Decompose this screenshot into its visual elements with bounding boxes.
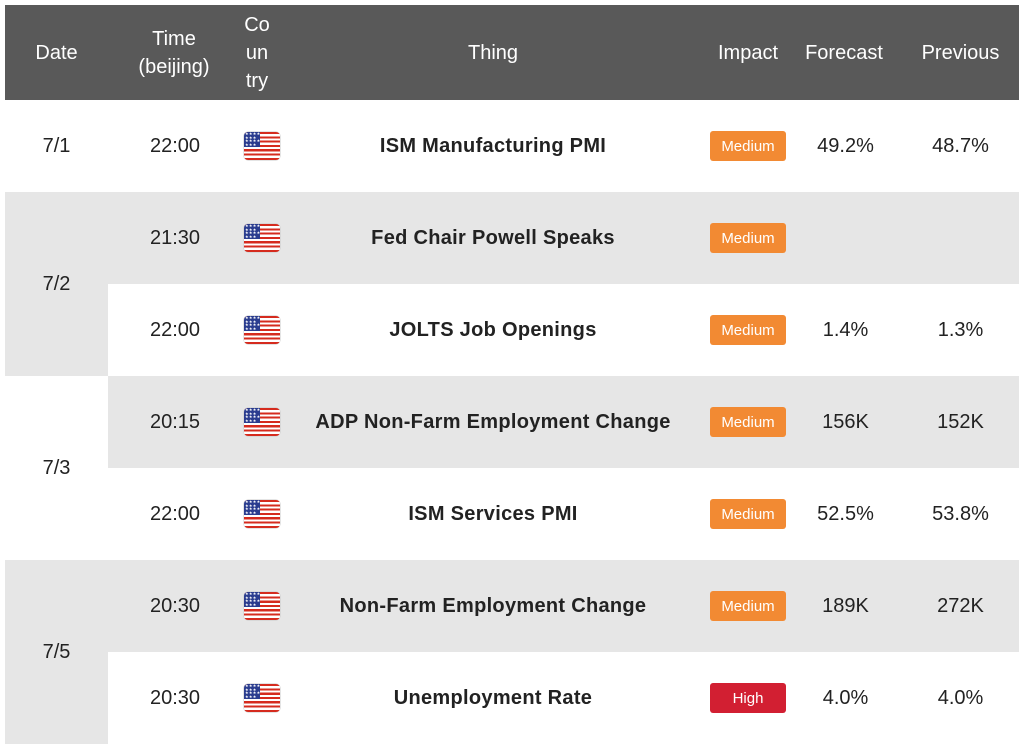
date-cell: 7/5 (42, 640, 71, 663)
previous-cell: 1.3% (937, 318, 984, 341)
impact-badge: Medium (710, 223, 786, 253)
forecast-cell: 52.5% (817, 502, 874, 525)
forecast-cell: 49.2% (817, 134, 874, 157)
previous-cell: 4.0% (937, 686, 984, 709)
date-group-band (5, 192, 108, 376)
us-flag-icon: ★★★★ ★★★ ★★★★ ★★★ (244, 500, 280, 528)
event-name: ADP Non-Farm Employment Change (315, 410, 671, 433)
header-forecast: Forecast (805, 41, 883, 64)
country-cell: ★★★★ ★★★ ★★★★ ★★★ (226, 100, 298, 192)
event-name: ISM Manufacturing PMI (379, 134, 607, 157)
us-flag-icon: ★★★★ ★★★ ★★★★ ★★★ (244, 408, 280, 436)
impact-badge: Medium (710, 499, 786, 529)
country-cell: ★★★★ ★★★ ★★★★ ★★★ (226, 560, 298, 652)
forecast-cell: 189K (822, 594, 869, 617)
impact-cell: Medium (704, 376, 792, 468)
economic-calendar: Date Time (beijing) Co un try Thing Impa… (5, 5, 1019, 744)
event-name: ISM Services PMI (408, 502, 578, 525)
impact-cell: Medium (704, 100, 792, 192)
time-cell: 20:30 (149, 594, 201, 617)
date-cell: 7/1 (42, 134, 71, 157)
header-time: Time (beijing) (138, 27, 210, 78)
table-row[interactable]: 22:00 ★★★★ ★★★ ★★★★ ★★★ ISM Services PMI Mediu… (108, 468, 1019, 560)
impact-badge: Medium (710, 591, 786, 621)
date-group-band (5, 376, 108, 560)
event-name: Fed Chair Powell Speaks (371, 226, 615, 249)
us-flag-icon: ★★★★ ★★★ ★★★★ ★★★ (244, 316, 280, 344)
forecast-cell: 4.0% (822, 686, 869, 709)
previous-cell: 53.8% (932, 502, 989, 525)
table-row[interactable]: 20:30 ★★★★ ★★★ ★★★★ ★★★ Non-Farm Employment C… (108, 560, 1019, 652)
header-previous: Previous (921, 41, 1000, 64)
time-cell: 22:00 (149, 318, 201, 341)
header-date: Date (35, 41, 78, 64)
country-cell: ★★★★ ★★★ ★★★★ ★★★ (226, 192, 298, 284)
table-row[interactable]: 22:00 ★★★★ ★★★ ★★★★ ★★★ ISM Manufacturing PMI… (108, 100, 1019, 192)
date-group-band (5, 100, 108, 192)
impact-cell: Medium (704, 192, 792, 284)
time-cell: 21:30 (149, 226, 201, 249)
forecast-cell (793, 192, 898, 284)
event-name: Unemployment Rate (393, 686, 593, 709)
event-name: Non-Farm Employment Change (339, 594, 647, 617)
time-cell: 20:30 (149, 686, 201, 709)
us-flag-icon: ★★★★ ★★★ ★★★★ ★★★ (244, 224, 280, 252)
table-row[interactable]: 20:15 ★★★★ ★★★ ★★★★ ★★★ ADP Non-Farm Employme… (108, 376, 1019, 468)
event-name: JOLTS Job Openings (389, 318, 597, 341)
country-cell: ★★★★ ★★★ ★★★★ ★★★ (226, 468, 298, 560)
impact-cell: High (704, 652, 792, 744)
country-cell: ★★★★ ★★★ ★★★★ ★★★ (226, 652, 298, 744)
table-header: Date Time (beijing) Co un try Thing Impa… (5, 5, 1019, 100)
date-group-band (5, 560, 108, 744)
impact-badge: Medium (710, 131, 786, 161)
table-row[interactable]: 22:00 ★★★★ ★★★ ★★★★ ★★★ JOLTS Job Openings Med… (108, 284, 1019, 376)
previous-cell: 48.7% (932, 134, 989, 157)
date-cell: 7/3 (42, 456, 71, 479)
impact-badge: High (710, 683, 786, 713)
impact-cell: Medium (704, 284, 792, 376)
impact-cell: Medium (704, 468, 792, 560)
time-cell: 20:15 (149, 410, 201, 433)
forecast-cell: 156K (822, 410, 869, 433)
header-country: Co un try (244, 13, 270, 92)
previous-cell: 152K (937, 410, 984, 433)
time-cell: 22:00 (149, 502, 201, 525)
us-flag-icon: ★★★★ ★★★ ★★★★ ★★★ (244, 132, 280, 160)
table-row[interactable]: 21:30 ★★★★ ★★★ ★★★★ ★★★ Fed Chair Powell Spea… (108, 192, 1019, 284)
table-row[interactable]: 20:30 ★★★★ ★★★ ★★★★ ★★★ Unemployment Rate High… (108, 652, 1019, 744)
header-impact: Impact (717, 41, 779, 64)
impact-badge: Medium (710, 315, 786, 345)
previous-cell (908, 192, 1013, 284)
us-flag-icon: ★★★★ ★★★ ★★★★ ★★★ (244, 684, 280, 712)
country-cell: ★★★★ ★★★ ★★★★ ★★★ (226, 284, 298, 376)
country-cell: ★★★★ ★★★ ★★★★ ★★★ (226, 376, 298, 468)
previous-cell: 272K (937, 594, 984, 617)
us-flag-icon: ★★★★ ★★★ ★★★★ ★★★ (244, 592, 280, 620)
impact-badge: Medium (710, 407, 786, 437)
header-thing: Thing (467, 41, 519, 64)
forecast-cell: 1.4% (822, 318, 869, 341)
time-cell: 22:00 (149, 134, 201, 157)
impact-cell: Medium (704, 560, 792, 652)
date-cell: 7/2 (42, 272, 71, 295)
